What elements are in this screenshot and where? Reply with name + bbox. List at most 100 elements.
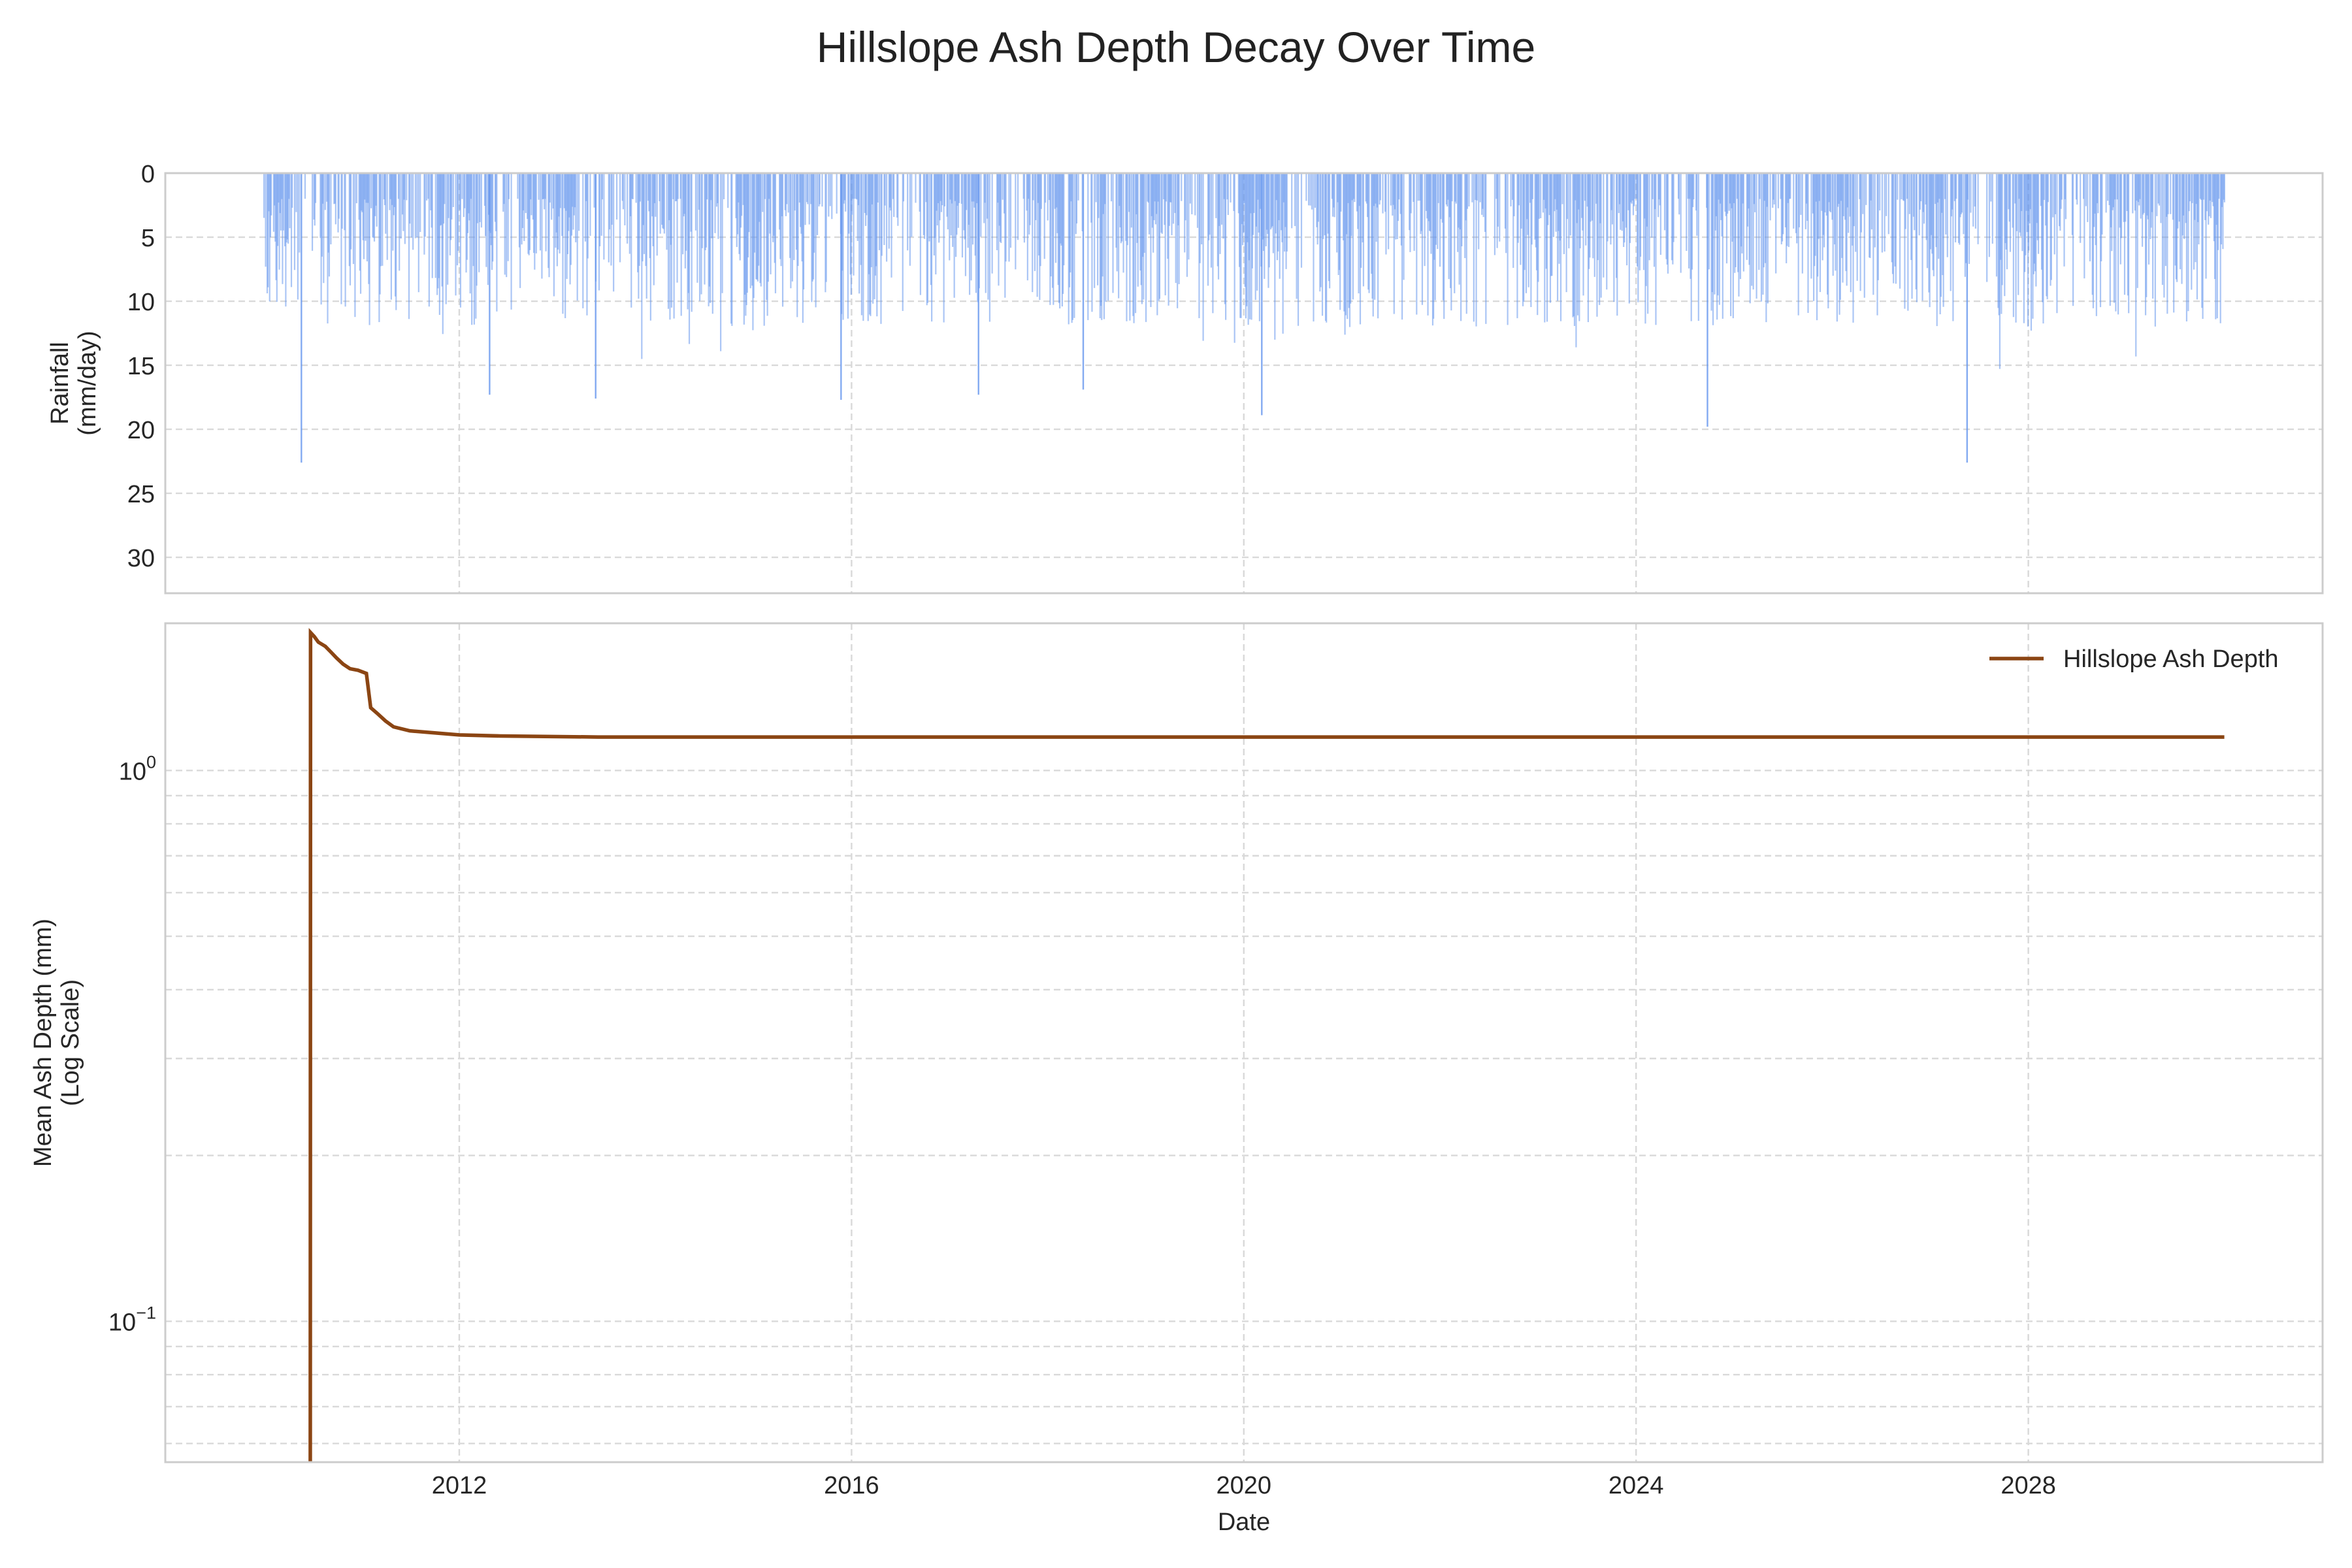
rainfall-bar [1848, 173, 1850, 233]
rainfall-bar [1815, 173, 1817, 202]
rainfall-bar [786, 173, 788, 204]
rainfall-bar [1053, 173, 1054, 305]
rainfall-bar [585, 173, 587, 201]
rainfall-bar [1241, 173, 1244, 246]
rainfall-bar [2135, 173, 2137, 357]
rainfall-bar [642, 173, 644, 225]
rainfall-bar [1639, 173, 1641, 270]
rainfall-bar [485, 173, 487, 267]
rainfall-bar [736, 173, 738, 248]
rainfall-bar [1748, 173, 1750, 209]
rainfall-bar [1568, 173, 1570, 249]
rainfall-bar [1578, 173, 1580, 321]
rainfall-bar [361, 173, 363, 211]
rainfall-bar [925, 173, 927, 203]
rainfall-bar [1526, 173, 1528, 220]
rainfall-bar [1163, 173, 1165, 199]
rainfall-bar [1358, 173, 1360, 206]
rainfall-bar [1839, 173, 1841, 300]
rainfall-bar [1450, 173, 1452, 311]
rainfall-bar [926, 173, 929, 303]
rainfall-bar [341, 173, 343, 229]
rainfall-bar [559, 173, 561, 253]
rainfall-bar [1081, 173, 1083, 232]
rainfall-bar [299, 173, 301, 253]
rainfall-y-tick-label: 30 [127, 545, 155, 572]
rainfall-bar [1816, 173, 1818, 321]
rainfall-bar [599, 173, 601, 246]
rainfall-bar [1575, 173, 1576, 201]
rainfall-bar [1071, 173, 1073, 320]
rainfall-bar [1789, 173, 1791, 199]
rainfall-bar [926, 173, 928, 306]
rainfall-bar [1475, 173, 1477, 327]
rainfall-bar [804, 173, 806, 225]
rainfall-bar [457, 173, 459, 251]
rainfall-bar [1738, 173, 1740, 297]
rainfall-bar [1529, 173, 1531, 203]
rainfall-bar [1430, 173, 1432, 254]
rainfall-bar [1154, 173, 1156, 225]
rainfall-bar [1260, 173, 1262, 209]
rainfall-bar [335, 173, 336, 225]
rainfall-bar [998, 173, 1000, 226]
rainfall-bar [753, 173, 756, 253]
rainfall-bar [2195, 173, 2197, 204]
rainfall-bar [1680, 173, 1682, 273]
rainfall-bar [2042, 173, 2044, 324]
rainfall-bar [2050, 173, 2052, 280]
rainfall-bar [1075, 173, 1078, 224]
rainfall-bar [749, 173, 751, 289]
rainfall-bar [1995, 173, 1998, 277]
rainfall-bar [1939, 173, 1941, 315]
rainfall-bar [1102, 173, 1103, 277]
rainfall-bar [1050, 173, 1052, 277]
rainfall-bar [1243, 173, 1245, 203]
rainfall-bar [2208, 173, 2210, 225]
rainfall-bar [370, 173, 372, 208]
rainfall-bar [647, 173, 649, 201]
rainfall-y-axis-label-line: (mm/day) [74, 331, 101, 435]
rainfall-bar [1542, 173, 1544, 213]
rainfall-bar [1320, 173, 1322, 287]
rainfall-bar [1901, 173, 1903, 200]
rainfall-bar [1167, 173, 1169, 259]
rainfall-bar [1869, 173, 1871, 258]
rainfall-bar [440, 173, 442, 225]
rainfall-bar [2019, 173, 2021, 233]
rainfall-bar [813, 173, 815, 253]
rainfall-bar [890, 173, 892, 211]
rainfall-bar [587, 173, 589, 259]
rainfall-bar [2220, 173, 2223, 245]
rainfall-bar [2089, 173, 2091, 262]
rainfall-bar [977, 173, 979, 302]
rainfall-bar [1543, 173, 1545, 200]
rainfall-bar [1763, 173, 1766, 201]
rainfall-bar [386, 173, 388, 260]
rainfall-bar [1265, 173, 1267, 247]
rainfall-bar [1133, 173, 1135, 323]
rainfall-bar [875, 173, 877, 267]
rainfall-bar [2174, 173, 2176, 266]
rainfall-bar [897, 173, 899, 226]
rainfall-bar [1887, 173, 1889, 235]
rainfall-bar [1632, 173, 1635, 216]
rainfall-bar [393, 173, 395, 216]
rainfall-bar [696, 173, 698, 283]
rainfall-bar [1003, 173, 1005, 214]
rainfall-bar [1297, 173, 1299, 326]
rainfall-bar [1156, 173, 1158, 214]
rainfall-bar [1672, 173, 1674, 265]
rainfall-bar [1821, 173, 1823, 261]
rainfall-bar [380, 173, 382, 267]
rainfall-bar [876, 173, 878, 317]
rainfall-bar [649, 173, 651, 321]
rainfall-bar [2040, 173, 2043, 270]
rainfall-bar [1087, 173, 1089, 320]
rainfall-bar [555, 173, 557, 248]
rainfall-bar [779, 173, 781, 259]
rainfall-bar [1147, 173, 1149, 202]
rainfall-bar [1119, 173, 1121, 227]
rainfall-bar [1957, 173, 1960, 243]
